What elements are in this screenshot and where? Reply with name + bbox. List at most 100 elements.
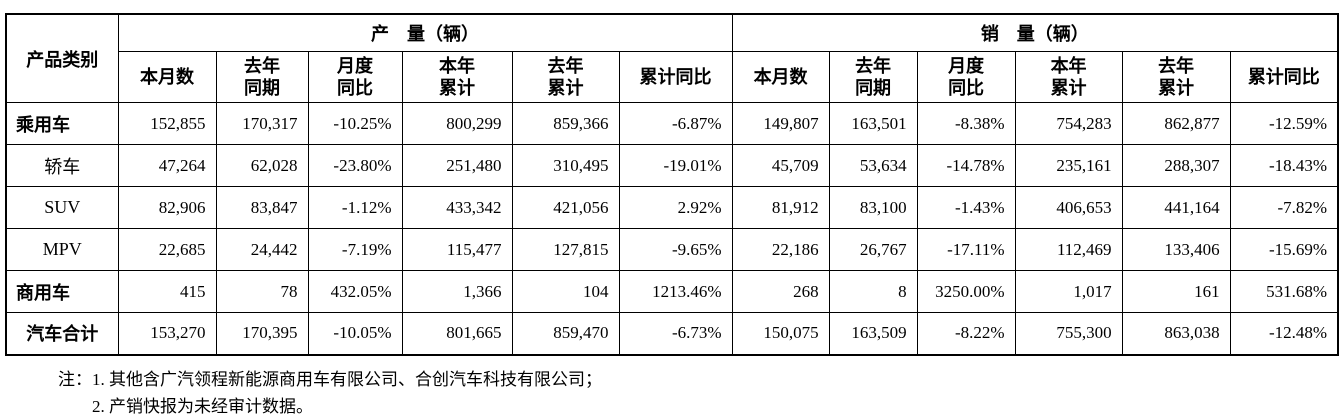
- cell-sales-4: 133,406: [1121, 228, 1231, 271]
- cell-production-0: 153,270: [117, 312, 217, 355]
- subheader-production-3: 本年 累计: [401, 51, 513, 103]
- cell-sales-4: 862,877: [1121, 102, 1231, 145]
- cell-production-3: 251,480: [401, 144, 513, 187]
- cell-production-5: -6.87%: [618, 102, 733, 145]
- table-row: 轿车 47,264 62,028 -23.80% 251,480 310,495 -19.0…: [5, 144, 1339, 187]
- table-wrap: 产品类别 产 量（辆） 销 量（辆） 本月数 去年 同期 月度 同比 本年 累计 去年 …: [5, 13, 1340, 356]
- cell-production-2: -1.12%: [307, 186, 403, 229]
- sales-group-header: 销 量（辆）: [731, 13, 1339, 52]
- cell-sales-2: -17.11%: [916, 228, 1016, 271]
- cell-sales-0: 149,807: [731, 102, 830, 145]
- cell-production-3: 433,342: [401, 186, 513, 229]
- cell-sales-2: 3250.00%: [916, 270, 1016, 313]
- cell-sales-0: 81,912: [731, 186, 830, 229]
- subheader-production-5: 累计同比: [618, 51, 733, 103]
- subheader-sales-4: 去年 累计: [1121, 51, 1231, 103]
- cell-production-4: 104: [511, 270, 620, 313]
- row-category: MPV: [5, 228, 119, 271]
- cell-production-1: 62,028: [215, 144, 309, 187]
- cell-production-4: 421,056: [511, 186, 620, 229]
- subheader-sales-5: 累计同比: [1229, 51, 1339, 103]
- cell-production-5: 2.92%: [618, 186, 733, 229]
- cell-production-4: 310,495: [511, 144, 620, 187]
- cell-production-5: -9.65%: [618, 228, 733, 271]
- cell-sales-1: 163,509: [828, 312, 918, 355]
- cell-sales-0: 22,186: [731, 228, 830, 271]
- note-line: 2. 产销快报为未经审计数据。: [92, 397, 313, 416]
- row-category: SUV: [5, 186, 119, 229]
- cell-production-2: 432.05%: [307, 270, 403, 313]
- cell-sales-3: 235,161: [1014, 144, 1123, 187]
- cell-sales-0: 150,075: [731, 312, 830, 355]
- notes-prefix: 注：: [58, 370, 92, 389]
- subheader-production-0: 本月数: [117, 51, 217, 103]
- cell-production-1: 170,395: [215, 312, 309, 355]
- cell-production-4: 859,470: [511, 312, 620, 355]
- cell-production-2: -10.25%: [307, 102, 403, 145]
- cell-production-0: 152,855: [117, 102, 217, 145]
- cell-production-3: 115,477: [401, 228, 513, 271]
- cell-production-0: 47,264: [117, 144, 217, 187]
- subheader-production-4: 去年 累计: [511, 51, 620, 103]
- cell-sales-4: 863,038: [1121, 312, 1231, 355]
- subheader-sales-0: 本月数: [731, 51, 830, 103]
- cell-sales-3: 112,469: [1014, 228, 1123, 271]
- cell-production-0: 22,685: [117, 228, 217, 271]
- cell-production-5: -6.73%: [618, 312, 733, 355]
- cell-sales-3: 406,653: [1014, 186, 1123, 229]
- cell-production-1: 78: [215, 270, 309, 313]
- cell-production-1: 24,442: [215, 228, 309, 271]
- cell-sales-1: 26,767: [828, 228, 918, 271]
- notes: 注： 1. 其他含广汽领程新能源商用车有限公司、合创汽车科技有限公司； 2. 产销…: [58, 366, 602, 419]
- row-category: 商用车: [5, 270, 119, 313]
- cell-production-5: 1213.46%: [618, 270, 733, 313]
- cell-sales-2: -8.38%: [916, 102, 1016, 145]
- cell-sales-5: -15.69%: [1229, 228, 1339, 271]
- cell-sales-5: -12.48%: [1229, 312, 1339, 355]
- table-row: 汽车合计 153,270 170,395 -10.05% 801,665 859,470-…: [5, 312, 1339, 355]
- cell-sales-0: 268: [731, 270, 830, 313]
- cell-sales-1: 163,501: [828, 102, 918, 145]
- cell-production-2: -23.80%: [307, 144, 403, 187]
- product-category-header: 产品类别: [5, 13, 119, 103]
- subheader-sales-3: 本年 累计: [1014, 51, 1123, 103]
- cell-production-3: 800,299: [401, 102, 513, 145]
- row-category: 汽车合计: [5, 312, 119, 355]
- cell-production-0: 82,906: [117, 186, 217, 229]
- cell-sales-2: -14.78%: [916, 144, 1016, 187]
- row-category: 轿车: [5, 144, 119, 187]
- cell-sales-1: 8: [828, 270, 918, 313]
- table-row: SUV 82,906 83,847 -1.12% 433,342 421,056 2.92%…: [5, 186, 1339, 229]
- cell-production-2: -7.19%: [307, 228, 403, 271]
- cell-production-3: 801,665: [401, 312, 513, 355]
- subheader-sales-1: 去年 同期: [828, 51, 918, 103]
- group-header-row: 产品类别 产 量（辆） 销 量（辆）: [5, 13, 1339, 103]
- cell-sales-2: -8.22%: [916, 312, 1016, 355]
- table-row: 商用车 415 78 432.05% 1,366 104 1213.46% 268 8 3250.…: [5, 270, 1339, 313]
- notes-items: 1. 其他含广汽领程新能源商用车有限公司、合创汽车科技有限公司； 2. 产销快报为…: [92, 366, 602, 419]
- cell-production-1: 170,317: [215, 102, 309, 145]
- subheader-production-1: 去年 同期: [215, 51, 309, 103]
- row-category: 乘用车: [5, 102, 119, 145]
- cell-sales-1: 83,100: [828, 186, 918, 229]
- cell-production-2: -10.05%: [307, 312, 403, 355]
- table-row: 乘用车 152,855 170,317 -10.25% 800,299 859,366 -6…: [5, 102, 1339, 145]
- cell-production-0: 415: [117, 270, 217, 313]
- cell-sales-3: 754,283: [1014, 102, 1123, 145]
- cell-sales-1: 53,634: [828, 144, 918, 187]
- cell-sales-3: 755,300: [1014, 312, 1123, 355]
- cell-sales-2: -1.43%: [916, 186, 1016, 229]
- cell-production-3: 1,366: [401, 270, 513, 313]
- cell-production-4: 127,815: [511, 228, 620, 271]
- subheader-production-2: 月度 同比: [307, 51, 403, 103]
- cell-sales-5: -7.82%: [1229, 186, 1339, 229]
- subheader-sales-2: 月度 同比: [916, 51, 1016, 103]
- cell-sales-5: 531.68%: [1229, 270, 1339, 313]
- sub-header-row: 本月数 去年 同期 月度 同比 本年 累计 去年 累计 累计同比 本月数 去年 同期 月度 同比…: [6, 51, 1339, 103]
- production-group-header: 产 量（辆）: [117, 13, 733, 52]
- cell-production-1: 83,847: [215, 186, 309, 229]
- cell-sales-4: 441,164: [1121, 186, 1231, 229]
- cell-production-5: -19.01%: [618, 144, 733, 187]
- cell-production-4: 859,366: [511, 102, 620, 145]
